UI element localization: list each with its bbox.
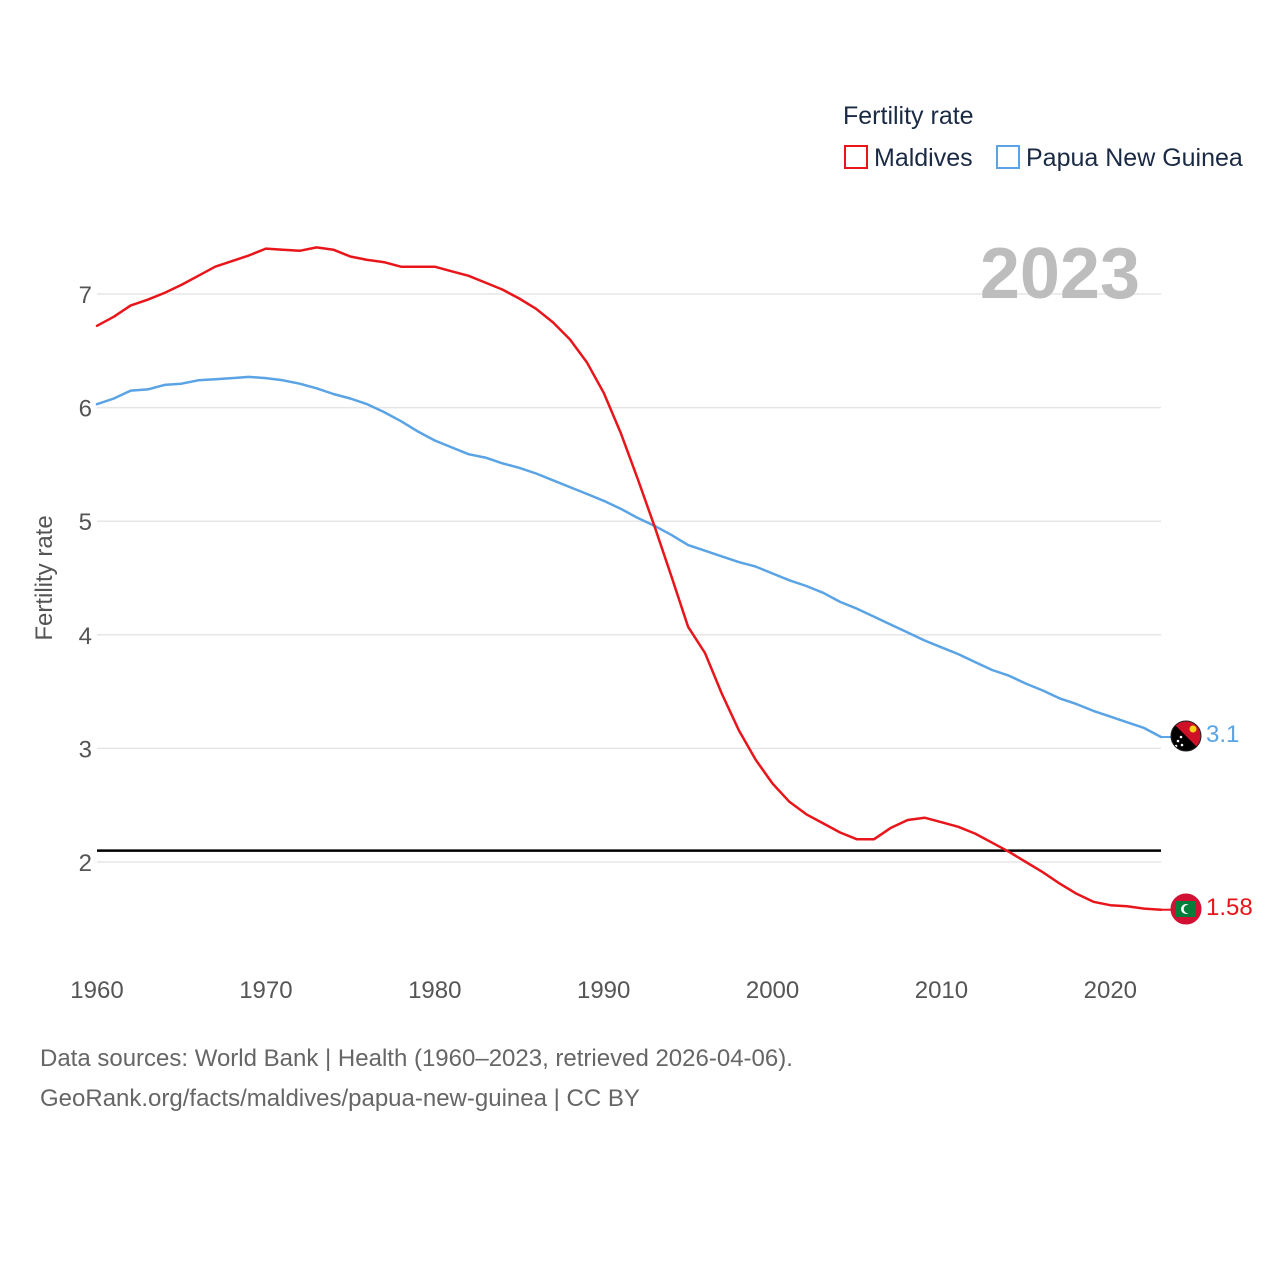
legend-title: Fertility rate [843, 102, 974, 130]
footer-attribution[interactable]: GeoRank.org/facts/maldives/papua-new-gui… [40, 1085, 640, 1112]
grid-lines [97, 293, 1161, 863]
x-tick-label: 2020 [1084, 977, 1137, 1004]
footer-sources: Data sources: World Bank | Health (1960–… [40, 1045, 793, 1072]
legend-swatch-maldives [844, 145, 868, 169]
x-tick-label: 1970 [239, 977, 292, 1004]
series-lines [95, 246, 1163, 911]
series-line-maldives[interactable] [95, 246, 1163, 911]
x-tick-label: 1980 [408, 977, 461, 1004]
end-value-maldives: 1.58 [1206, 894, 1253, 921]
year-label: 2023 [980, 234, 1140, 314]
end-markers [1161, 736, 1171, 911]
series-line-papua-new-guinea[interactable] [95, 375, 1163, 739]
y-tick-label: 2 [79, 850, 92, 877]
end-value-papua-new-guinea: 3.1 [1206, 721, 1239, 748]
legend-label-papua-new-guinea: Papua New Guinea [1026, 144, 1243, 172]
y-tick-label: 4 [79, 623, 92, 650]
y-tick-label: 5 [79, 509, 92, 536]
legend-item-maldives[interactable]: Maldives [844, 144, 973, 172]
papua-new-guinea-flag-icon [1170, 720, 1202, 752]
y-tick-label: 7 [79, 282, 92, 309]
x-axis-ticks: 1960 1970 1980 1990 2000 2010 2020 [70, 977, 1137, 1004]
x-tick-label: 2010 [915, 977, 968, 1004]
y-tick-label: 6 [79, 396, 92, 423]
legend-item-papua-new-guinea[interactable]: Papua New Guinea [996, 144, 1243, 172]
x-tick-label: 2000 [746, 977, 799, 1004]
x-tick-label: 1990 [577, 977, 630, 1004]
y-axis-label: Fertility rate [31, 515, 58, 640]
maldives-flag-icon [1170, 893, 1202, 925]
x-tick-label: 1960 [70, 977, 123, 1004]
y-tick-label: 3 [79, 736, 92, 763]
legend-swatch-papua-new-guinea [996, 145, 1020, 169]
legend-label-maldives: Maldives [874, 144, 973, 172]
legend: Fertility rate Maldives Papua New Guinea [843, 102, 1243, 172]
y-axis-ticks: 2 3 4 5 6 7 [79, 282, 92, 877]
